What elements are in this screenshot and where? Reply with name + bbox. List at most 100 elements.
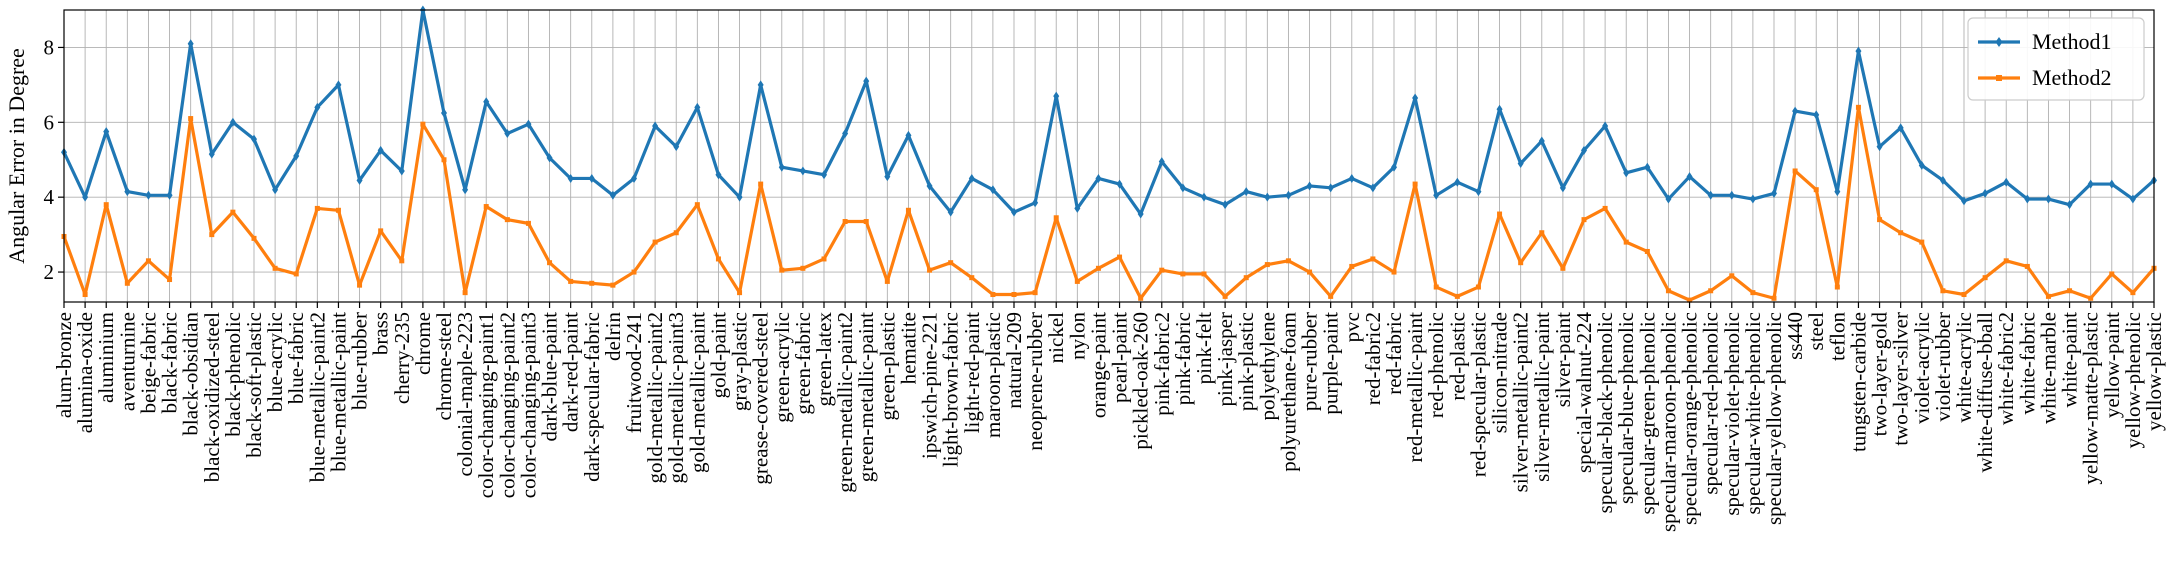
data-point: [1180, 271, 1186, 277]
data-point: [1707, 190, 1714, 200]
x-tick-label: gold-metallic-paint: [685, 312, 709, 473]
data-point: [504, 129, 511, 139]
data-point: [1728, 190, 1735, 200]
x-tick-label: violet-rubber: [1931, 312, 1955, 422]
legend-label: Method2: [2032, 65, 2111, 90]
x-tick-label: maroon-plastic: [981, 312, 1005, 438]
data-point: [314, 102, 321, 112]
data-point: [863, 76, 870, 86]
data-point: [504, 217, 510, 223]
data-point: [82, 292, 88, 298]
x-tick-label: red-phenolic: [1424, 312, 1448, 418]
data-point: [1834, 187, 1841, 197]
x-tick-label: yellow-paint: [2100, 312, 2124, 418]
data-point: [1792, 168, 1798, 174]
x-tick-label: tungsten-carbide: [1846, 312, 1870, 452]
y-tick-label: 2: [44, 260, 55, 284]
data-point: [799, 166, 806, 176]
data-point: [1243, 275, 1249, 281]
data-point: [1750, 290, 1756, 296]
data-point: [609, 190, 616, 200]
x-tick-label: delrin: [601, 312, 625, 361]
data-point: [1327, 183, 1334, 193]
x-tick-label: specular-red-phenolic: [1699, 312, 1723, 495]
data-point: [673, 230, 679, 236]
x-tick-label: white-paint: [2058, 312, 2082, 408]
data-point: [1391, 162, 1397, 172]
y-tick-label: 4: [44, 185, 55, 209]
data-point: [990, 292, 996, 298]
data-point: [229, 117, 236, 127]
data-point: [2003, 258, 2009, 264]
x-tick-label: purple-paint: [1319, 312, 1343, 415]
x-tick-label: gold-paint: [706, 312, 730, 398]
data-point: [757, 80, 764, 90]
data-point: [1729, 273, 1735, 279]
data-point: [1307, 269, 1313, 275]
data-point: [821, 170, 827, 180]
data-point: [293, 271, 299, 277]
data-point: [989, 185, 996, 195]
data-point: [1095, 265, 1101, 271]
data-point: [1011, 207, 1017, 217]
data-point: [905, 207, 911, 213]
data-point: [1391, 269, 1397, 275]
x-tick-label: color-changing-paint3: [516, 312, 540, 498]
data-point: [1032, 198, 1039, 208]
x-tick-label: special-walnut-224: [1572, 312, 1596, 473]
data-point: [1559, 183, 1566, 193]
series-line: [62, 105, 2156, 302]
data-point: [1538, 136, 1545, 146]
x-tick-label: blue-fabric: [284, 312, 308, 404]
data-point: [884, 172, 891, 182]
data-point: [1201, 271, 1207, 277]
y-tick-label: 6: [44, 110, 55, 134]
data-point: [462, 185, 469, 195]
x-tick-label: pink-plastic: [1234, 312, 1258, 411]
data-point: [357, 282, 363, 288]
data-point: [1433, 284, 1439, 290]
data-point: [1011, 292, 1017, 298]
data-point: [462, 290, 468, 296]
data-point: [1369, 183, 1376, 193]
data-point: [272, 185, 279, 195]
data-point: [2024, 194, 2031, 204]
x-tick-label: nylon: [1065, 312, 1089, 360]
data-point: [1454, 177, 1461, 187]
data-point: [1623, 168, 1630, 178]
x-tick-label: nickel: [1044, 312, 1068, 363]
data-point: [1813, 187, 1819, 193]
data-point: [1686, 172, 1693, 182]
data-point: [2130, 290, 2136, 296]
x-tick-label: pure-rubber: [1298, 312, 1322, 411]
x-tick-label: color-changing-paint1: [474, 312, 498, 498]
data-point: [905, 130, 912, 140]
x-tick-label: pearl-paint: [1108, 312, 1132, 403]
data-point: [1876, 142, 1883, 152]
x-tick-label: specular-green-phenolic: [1635, 312, 1659, 514]
x-tick-label: specular-white-phenolic: [1741, 312, 1765, 515]
data-point: [842, 219, 848, 225]
x-tick-label: light-brown-fabric: [939, 312, 963, 467]
data-point: [821, 256, 827, 262]
x-tick-label: brass: [369, 312, 393, 355]
data-point: [441, 157, 447, 163]
data-point: [948, 260, 954, 266]
data-point: [167, 277, 173, 283]
x-tick-label: colonial-maple-223: [453, 312, 477, 476]
data-point: [863, 219, 869, 225]
data-point: [1918, 160, 1925, 170]
x-tick-label: cherry-235: [390, 312, 414, 404]
series-line: [62, 8, 2156, 216]
x-tick-label: polyurethane-foam: [1276, 312, 1300, 472]
data-point: [1370, 256, 1376, 262]
x-tick-label: yellow-phenolic: [2121, 312, 2145, 448]
data-point: [1665, 288, 1671, 294]
x-tick-label: black-fabric: [158, 312, 182, 413]
data-point: [884, 278, 890, 284]
data-point: [1412, 93, 1419, 103]
y-axis-label: Angular Error in Degree: [4, 48, 29, 264]
data-point: [441, 108, 447, 118]
x-tick-label: black-oxidized-steel: [200, 312, 224, 482]
x-tick-label: red-plastic: [1445, 312, 1469, 401]
